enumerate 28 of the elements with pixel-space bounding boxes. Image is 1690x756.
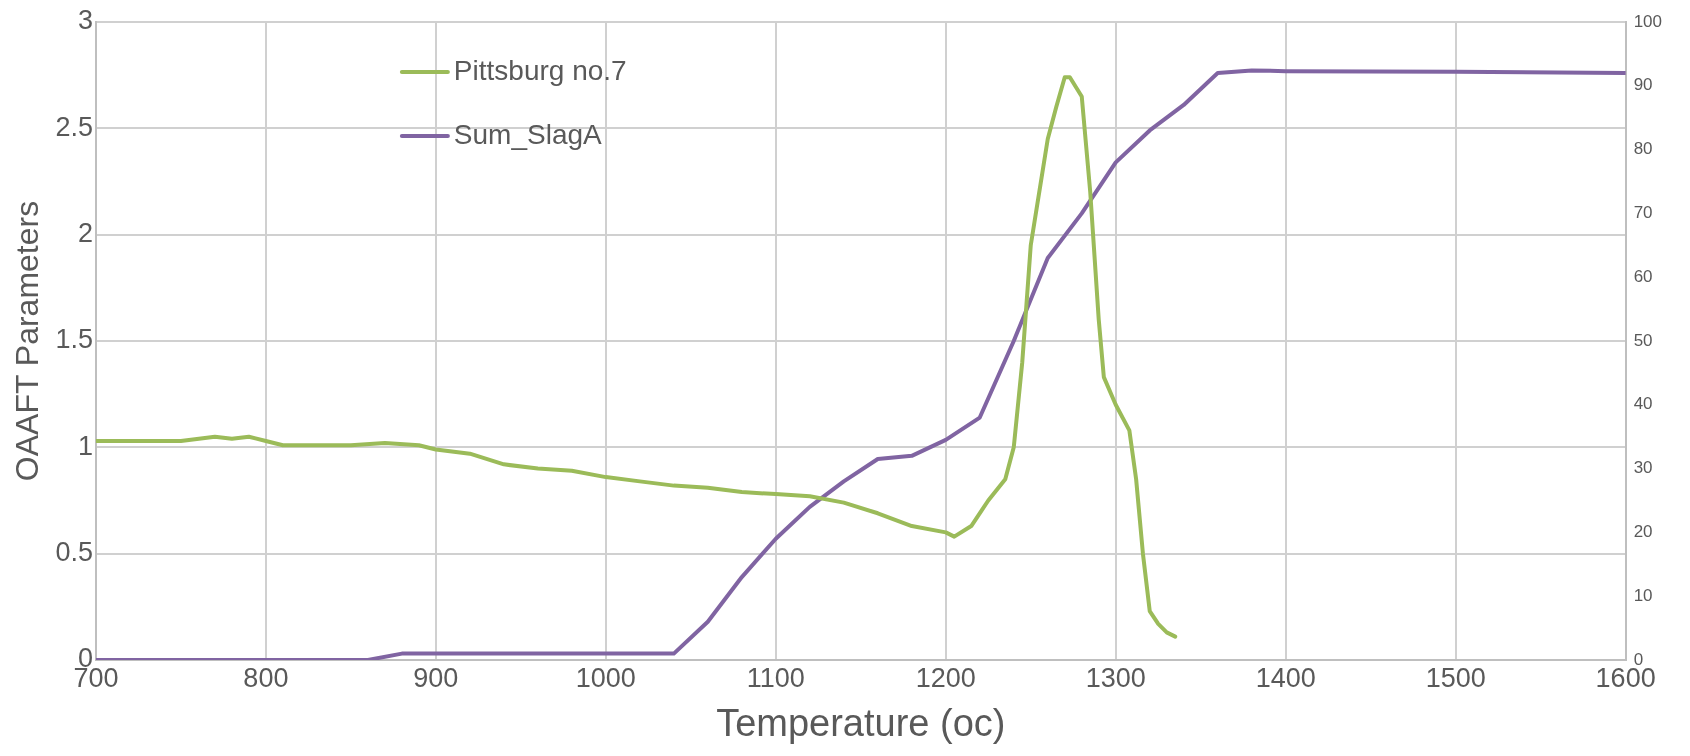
y2-tick-label: 70 xyxy=(1633,203,1653,223)
x-tick-label: 900 xyxy=(413,662,459,693)
y-tick-label: 2 xyxy=(77,218,93,249)
x-tick-label: 800 xyxy=(243,662,289,693)
y2-tick-label: 30 xyxy=(1633,458,1653,478)
y-tick-label: 3 xyxy=(77,5,93,36)
x-tick-label: 1000 xyxy=(575,662,636,693)
x-tick-label: 1200 xyxy=(915,662,976,693)
x-tick-label: 1400 xyxy=(1255,662,1316,693)
x-axis-title: Temperature (oc) xyxy=(716,701,1006,744)
y-tick-label: 1.5 xyxy=(55,324,93,355)
y2-tick-label: 60 xyxy=(1633,266,1653,286)
y-tick-label: 0.5 xyxy=(55,537,93,568)
legend-label: Pittsburg no.7 xyxy=(453,54,627,86)
x-tick-label: 1300 xyxy=(1085,662,1146,693)
y2-tick-label: 50 xyxy=(1633,330,1653,350)
y-axis-title: OAAFT Parameters xyxy=(9,200,46,482)
legend-label: Sum_SlagA xyxy=(453,118,603,150)
x-tick-label: 1100 xyxy=(746,662,805,693)
y2-tick-label: 100 xyxy=(1633,11,1663,31)
y2-tick-label: 80 xyxy=(1633,139,1653,159)
y-tick-label: 1 xyxy=(77,430,93,461)
y2-tick-label: 40 xyxy=(1633,394,1653,414)
x-tick-label: 1500 xyxy=(1425,662,1486,693)
y-tick-label: 2.5 xyxy=(55,111,93,142)
y2-tick-label: 90 xyxy=(1633,75,1653,95)
y2-tick-label: 20 xyxy=(1633,522,1653,542)
y2-tick-label: 10 xyxy=(1633,585,1653,605)
